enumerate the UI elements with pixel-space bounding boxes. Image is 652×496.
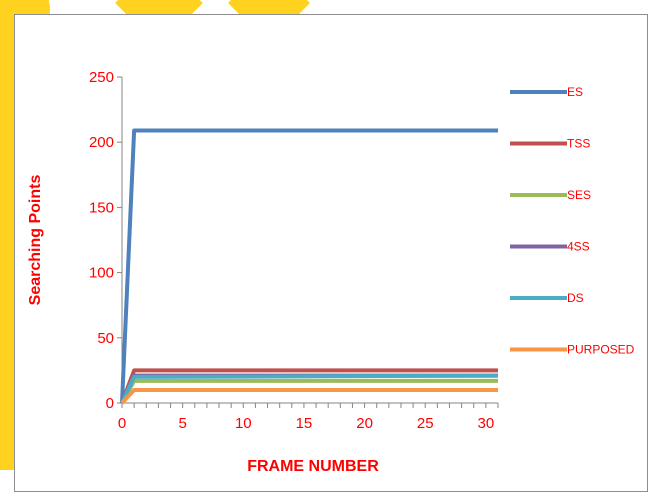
y-tick-label: 250 [89,69,114,86]
legend-label-tss: TSS [567,137,590,151]
x-axis-title: FRAME NUMBER [247,458,379,475]
x-tick-label: 15 [296,415,313,432]
y-tick-label: 100 [89,265,114,282]
y-tick-label: 200 [89,134,114,151]
y-tick-label: 50 [97,330,114,347]
x-tick-label: 10 [235,415,252,432]
y-tick-label: 150 [89,199,114,216]
legend-label-es: ES [567,85,583,99]
axes [121,77,498,404]
x-tick-label: 30 [478,415,495,432]
y-tick-label: 0 [106,395,114,412]
series-line-purposed [120,387,498,405]
x-axis-ticks: 0 5 10 15 20 25 30 [118,403,499,432]
legend-label-ds: DS [567,291,584,305]
x-tick-label: 0 [118,415,126,432]
y-axis-ticks: 0 50 100 150 200 250 [89,69,122,412]
legend-label-ses: SES [567,188,591,202]
legend-label-purposed: PURPOSED [567,343,635,357]
y-axis-title: Searching Points [27,175,44,306]
decorative-yellow-bar [0,30,16,470]
x-tick-label: 25 [417,415,434,432]
series-line-es [120,128,498,404]
series-lines [120,128,499,405]
x-tick-label: 5 [178,415,186,432]
legend: ES TSS SES 4SS DS PURPOSED [510,85,635,357]
x-tick-label: 20 [356,415,373,432]
series-line-ds [120,373,499,404]
legend-label-4ss: 4SS [567,240,590,254]
